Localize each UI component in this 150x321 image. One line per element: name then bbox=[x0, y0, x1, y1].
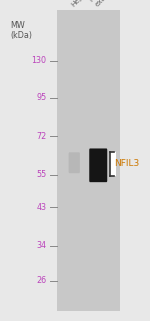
Bar bbox=[110, 152, 116, 176]
Text: 34: 34 bbox=[36, 241, 46, 250]
Bar bbox=[57, 10, 120, 311]
FancyBboxPatch shape bbox=[89, 148, 107, 182]
Text: 72: 72 bbox=[36, 132, 46, 141]
Text: MW
(kDa): MW (kDa) bbox=[11, 21, 33, 40]
Text: 55: 55 bbox=[36, 170, 46, 179]
Text: HepG2: HepG2 bbox=[70, 0, 92, 8]
Text: 26: 26 bbox=[36, 276, 46, 285]
Text: NFIL3: NFIL3 bbox=[114, 159, 139, 168]
Text: 130: 130 bbox=[32, 56, 46, 65]
Text: 95: 95 bbox=[36, 93, 46, 102]
Text: 43: 43 bbox=[36, 203, 46, 212]
FancyBboxPatch shape bbox=[69, 152, 80, 173]
Text: HepG2 nuclear
extract: HepG2 nuclear extract bbox=[89, 0, 136, 8]
